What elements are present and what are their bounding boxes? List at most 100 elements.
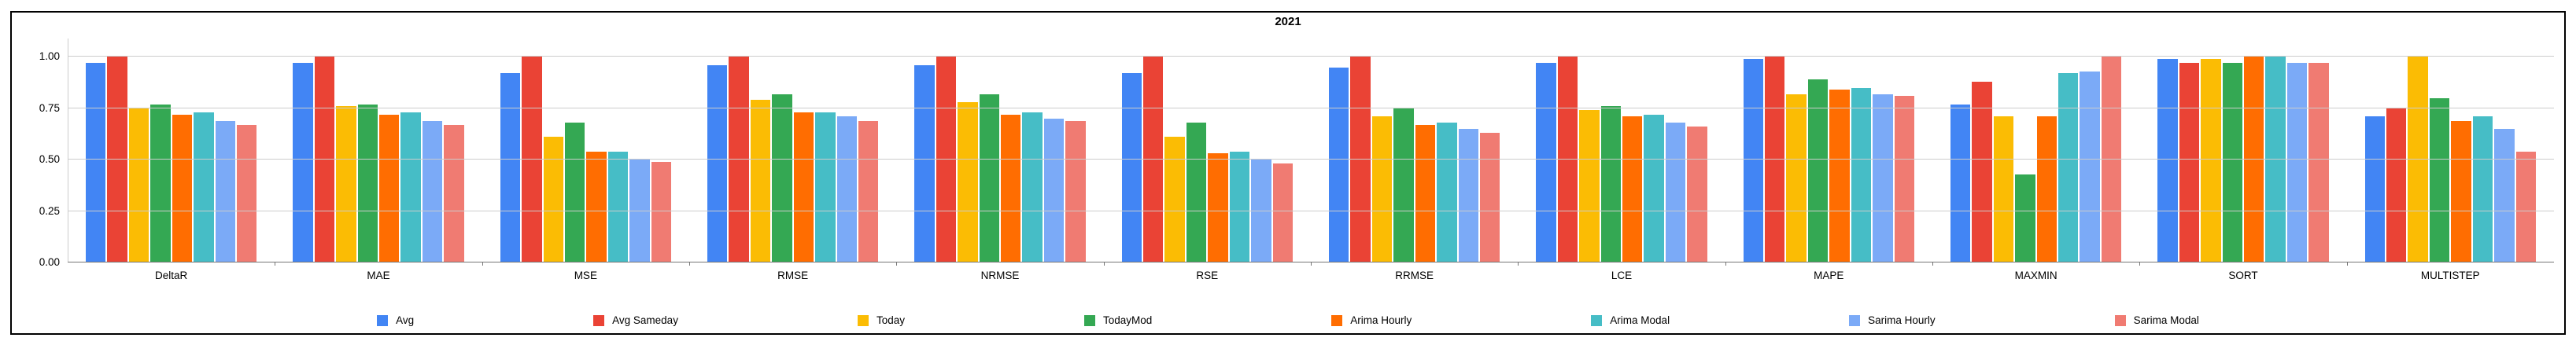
legend-item-avg-sameday[interactable]: Avg Sameday <box>593 314 678 326</box>
bar-todaymod[interactable] <box>150 104 171 262</box>
bar-avg-sameday[interactable] <box>936 57 957 262</box>
bar-sarima-modal[interactable] <box>2101 57 2122 262</box>
bar-avg-sameday[interactable] <box>1972 81 1992 262</box>
bar-avg-sameday[interactable] <box>729 57 749 262</box>
bar-avg[interactable] <box>86 63 106 262</box>
bar-today[interactable] <box>750 100 771 262</box>
bar-sarima-hourly[interactable] <box>2080 71 2100 262</box>
bar-avg[interactable] <box>2157 59 2178 262</box>
bar-avg[interactable] <box>1121 73 1142 262</box>
bar-today[interactable] <box>2408 57 2428 262</box>
bar-sarima-hourly[interactable] <box>2494 129 2515 262</box>
bar-todaymod[interactable] <box>2015 174 2035 262</box>
bar-avg-sameday[interactable] <box>2386 108 2407 262</box>
bar-arima-modal[interactable] <box>1644 114 1664 262</box>
bar-arima-modal[interactable] <box>2265 57 2286 262</box>
bar-sarima-hourly[interactable] <box>215 120 235 262</box>
bar-todaymod[interactable] <box>1393 108 1414 262</box>
bar-avg-sameday[interactable] <box>522 57 542 262</box>
bar-arima-hourly[interactable] <box>2451 120 2471 262</box>
bar-todaymod[interactable] <box>1600 106 1621 262</box>
bar-todaymod[interactable] <box>357 104 378 262</box>
bar-sarima-hourly[interactable] <box>836 116 857 262</box>
bar-avg[interactable] <box>500 73 521 262</box>
bar-sarima-hourly[interactable] <box>1043 118 1065 262</box>
bar-arima-hourly[interactable] <box>586 151 607 262</box>
bar-sarima-modal[interactable] <box>236 124 257 262</box>
bar-arima-modal[interactable] <box>2058 73 2079 262</box>
bar-today[interactable] <box>1579 110 1600 262</box>
bar-today[interactable] <box>336 106 356 262</box>
bar-avg-sameday[interactable] <box>1557 57 1578 262</box>
bar-today[interactable] <box>1993 116 2014 262</box>
bar-today[interactable] <box>958 102 978 262</box>
legend-item-avg[interactable]: Avg <box>377 314 414 326</box>
bar-sarima-hourly[interactable] <box>1665 123 1686 262</box>
legend-item-sarima-modal[interactable]: Sarima Modal <box>2114 314 2199 326</box>
bar-today[interactable] <box>543 137 563 262</box>
bar-todaymod[interactable] <box>979 94 999 262</box>
bar-arima-modal[interactable] <box>1437 123 1457 262</box>
bar-avg[interactable] <box>1536 63 1556 262</box>
bar-arima-modal[interactable] <box>1022 112 1043 262</box>
bar-today[interactable] <box>1164 137 1185 262</box>
bar-sarima-modal[interactable] <box>2308 63 2329 262</box>
bar-arima-hourly[interactable] <box>793 112 814 262</box>
legend-item-sarima-hourly[interactable]: Sarima Hourly <box>1849 314 1936 326</box>
bar-avg-sameday[interactable] <box>107 57 127 262</box>
bar-avg[interactable] <box>1950 104 1971 262</box>
bar-avg[interactable] <box>2364 116 2386 262</box>
bar-sarima-hourly[interactable] <box>2286 63 2308 262</box>
bar-today[interactable] <box>1371 116 1393 262</box>
bar-todaymod[interactable] <box>772 94 792 262</box>
bar-todaymod[interactable] <box>564 123 585 262</box>
bar-arima-hourly[interactable] <box>1622 116 1643 262</box>
bar-sarima-modal[interactable] <box>1894 96 1914 262</box>
bar-sarima-modal[interactable] <box>1065 120 1086 262</box>
bar-sarima-modal[interactable] <box>1272 163 1294 262</box>
bar-arima-hourly[interactable] <box>2036 116 2057 262</box>
bar-sarima-modal[interactable] <box>1687 127 1707 262</box>
bar-sarima-modal[interactable] <box>1479 133 1500 262</box>
bar-avg-sameday[interactable] <box>1765 57 1785 262</box>
bar-arima-hourly[interactable] <box>379 114 400 262</box>
bar-arima-modal[interactable] <box>815 112 836 262</box>
bar-sarima-hourly[interactable] <box>422 120 443 262</box>
bar-arima-hourly[interactable] <box>1001 114 1021 262</box>
bar-arima-modal[interactable] <box>1851 87 1872 262</box>
legend-item-arima-hourly[interactable]: Arima Hourly <box>1331 314 1412 326</box>
bar-avg-sameday[interactable] <box>1143 57 1164 262</box>
legend-item-todaymod[interactable]: TodayMod <box>1083 314 1152 326</box>
bar-sarima-modal[interactable] <box>2515 151 2536 262</box>
bar-todaymod[interactable] <box>1807 79 1829 262</box>
bar-avg[interactable] <box>707 64 728 262</box>
bar-avg-sameday[interactable] <box>314 57 335 262</box>
bar-arima-modal[interactable] <box>607 151 629 262</box>
bar-arima-modal[interactable] <box>400 112 421 262</box>
bar-arima-hourly[interactable] <box>172 114 193 262</box>
bar-arima-hourly[interactable] <box>1829 90 1850 262</box>
bar-todaymod[interactable] <box>2222 63 2242 262</box>
bar-avg[interactable] <box>293 63 313 262</box>
bar-arima-modal[interactable] <box>1229 151 1250 262</box>
legend-item-arima-modal[interactable]: Arima Modal <box>1591 314 1670 326</box>
bar-sarima-modal[interactable] <box>651 161 672 262</box>
bar-avg-sameday[interactable] <box>1350 57 1371 262</box>
bar-arima-hourly[interactable] <box>2243 57 2264 262</box>
bar-arima-hourly[interactable] <box>1208 153 1228 262</box>
bar-avg[interactable] <box>1328 67 1349 262</box>
bar-sarima-hourly[interactable] <box>1458 129 1478 262</box>
bar-sarima-modal[interactable] <box>444 124 464 262</box>
bar-today[interactable] <box>2201 59 2221 262</box>
bar-avg[interactable] <box>1743 59 1764 262</box>
legend-item-today[interactable]: Today <box>857 314 905 326</box>
bar-todaymod[interactable] <box>2429 97 2450 262</box>
bar-sarima-hourly[interactable] <box>1873 94 1893 262</box>
bar-avg-sameday[interactable] <box>2179 63 2200 262</box>
bar-today[interactable] <box>128 108 149 262</box>
bar-today[interactable] <box>1786 94 1807 262</box>
bar-sarima-modal[interactable] <box>858 120 879 262</box>
bar-arima-modal[interactable] <box>2472 116 2493 262</box>
bar-todaymod[interactable] <box>1186 123 1207 262</box>
bar-arima-hourly[interactable] <box>1415 124 1436 262</box>
